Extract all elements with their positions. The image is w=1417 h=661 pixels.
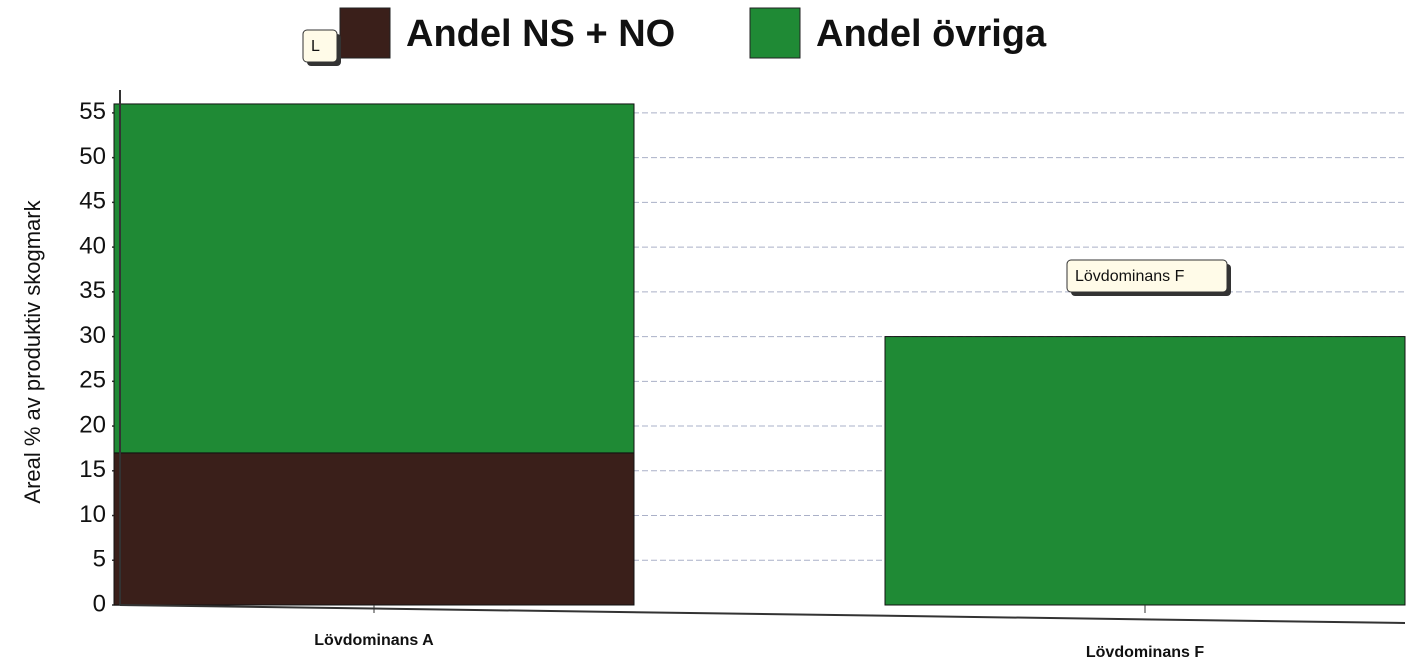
x-tick-label: Lövdominans A (314, 632, 434, 649)
annotation-box (1066, 259, 1228, 293)
legend-swatch (339, 7, 391, 59)
x-axis (119, 604, 1406, 624)
x-tick-label: Lövdominans F (1086, 644, 1204, 661)
annotation: L (311, 38, 320, 55)
y-tick-label: 20 (79, 411, 106, 438)
y-tick-label: 35 (79, 277, 106, 304)
y-tick-label: 30 (79, 322, 106, 349)
y-tick-label: 55 (79, 98, 106, 125)
bar-segment (113, 452, 635, 606)
legend-label: Andel NS + NO (406, 13, 675, 55)
y-tick-label: 25 (79, 367, 106, 394)
legend-label: Andel övriga (816, 13, 1047, 55)
y-axis-label: Areal % av produktiv skogmark (20, 199, 45, 503)
legend-swatch (749, 7, 801, 59)
bar-segment (113, 103, 635, 454)
y-tick-label: 50 (79, 143, 106, 170)
y-tick-label: 45 (79, 188, 106, 215)
y-tick-label: 10 (79, 501, 106, 528)
y-tick-label: 5 (93, 546, 106, 573)
y-tick-label: 0 (93, 590, 106, 617)
annotation: Lövdominans F (1075, 268, 1185, 285)
annotation-box (302, 29, 338, 63)
y-tick-label: 40 (79, 232, 106, 259)
y-tick-label: 15 (79, 456, 106, 483)
bar-segment (884, 336, 1406, 606)
